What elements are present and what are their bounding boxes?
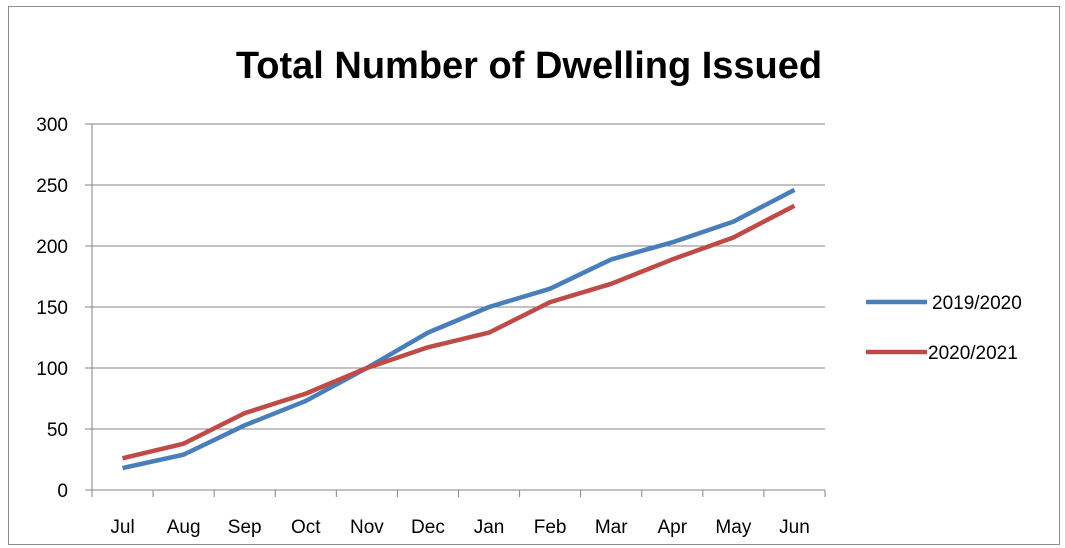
x-tick-label: Aug [167,517,201,538]
x-axis-ticks: Jul Aug Sep Oct Nov Dec Jan Feb Mar Apr May Jun [110,517,809,538]
x-tick-label: Nov [350,517,384,538]
x-tick-label: Dec [411,517,445,538]
x-tick-label: Jul [110,517,134,538]
x-tick-label: May [715,517,751,538]
x-tick-label: Feb [534,517,567,538]
y-tick-label: 50 [47,420,68,441]
y-tick-label: 300 [36,115,68,136]
x-tick-label: Apr [658,517,688,538]
x-tick-label: Jan [474,517,505,538]
legend: 2019/2020 2020/2021 [866,293,1022,364]
series-line-2020-2021 [122,203,796,461]
gridlines [92,123,825,430]
legend-label: 2020/2021 [928,343,1018,364]
x-tick-label: Oct [291,517,321,538]
x-tick-label: Jun [779,517,810,538]
axes [85,123,826,497]
y-axis-ticks: 0 50 100 150 200 250 300 [36,115,68,502]
chart-title: Total Number of Dwelling Issued [236,45,822,87]
y-tick-label: 0 [57,481,68,502]
x-tick-label: Sep [228,517,262,538]
y-tick-label: 200 [36,237,68,258]
y-tick-label: 150 [36,298,68,319]
series-line-2019-2020 [122,187,796,471]
y-tick-label: 100 [36,359,68,380]
legend-label: 2019/2020 [932,293,1022,314]
y-tick-label: 250 [36,176,68,197]
series-lines [122,187,796,471]
x-tick-label: Mar [595,517,628,538]
